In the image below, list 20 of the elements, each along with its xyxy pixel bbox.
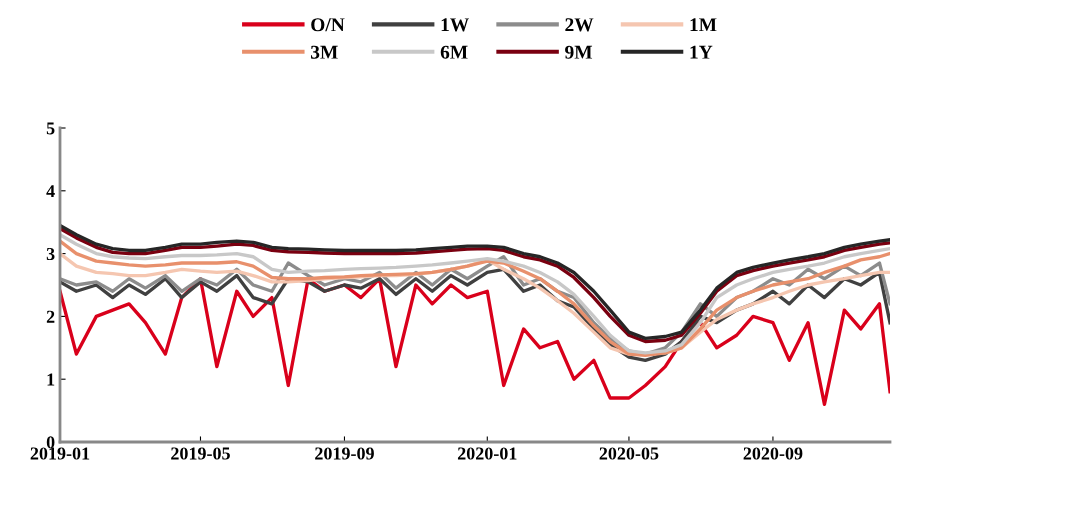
legend-label: 1M (690, 18, 717, 32)
legend-label: 1Y (690, 45, 713, 59)
x-tick-label: 2019-05 (171, 447, 230, 460)
legend-label: 1W (441, 18, 469, 32)
y-tick-label: 1 (47, 373, 55, 386)
x-tick-label: 2020-09 (743, 447, 803, 460)
y-tick-label: 0 (46, 436, 55, 449)
x-tick-label: 2020-05 (599, 447, 659, 460)
y-tick-label: 3 (46, 247, 55, 261)
legend-label: 9M (565, 45, 593, 59)
legend-label: 3M (310, 45, 338, 59)
legend-label: O/N (311, 18, 345, 32)
x-tick-label: 2019-01 (30, 447, 90, 460)
legend-label: 6M (440, 45, 468, 59)
x-tick-label: 2019-09 (315, 447, 374, 460)
legend-label: 2W (565, 18, 594, 32)
x-tick-label: 2020-01 (457, 447, 517, 460)
y-tick-label: 4 (46, 185, 55, 198)
y-tick-label: 2 (46, 310, 55, 323)
y-tick-label: 5 (46, 122, 55, 135)
